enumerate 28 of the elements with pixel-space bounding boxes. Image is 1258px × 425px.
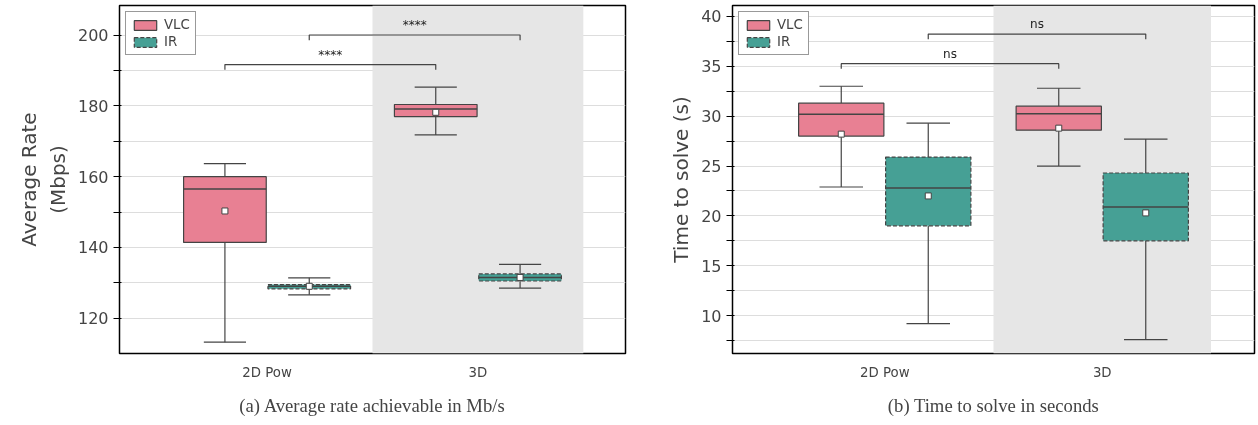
y-tick-label: 10 [701,306,722,326]
y-axis-title: Average Rate (Mbps) [17,112,70,247]
legend-label: IR [777,34,792,49]
y-tick-label: 35 [701,57,722,77]
y-tick-label: 40 [701,7,722,27]
y-tick-label: 160 [77,167,109,187]
legend-label: VLC [777,17,803,32]
y-tick-label: 120 [77,309,109,329]
y-tick-label: 25 [701,157,722,177]
y-tick-label: 200 [77,26,109,46]
legend-label: IR [164,34,179,49]
x-tick-label: 2D Pow [859,364,910,380]
x-tick-label: 3D [468,364,488,380]
y-tick-label: 140 [77,238,109,258]
annotation: **** [318,47,343,62]
annotation: ns [1030,17,1044,32]
y-tick-label: 180 [77,96,109,116]
annotation: **** [402,18,427,33]
legend-label: VLC [164,17,190,32]
y-tick-label: 30 [701,107,722,127]
y-tick-label: 15 [701,256,722,276]
text: (b) Time to solve in seconds [887,394,1099,417]
x-tick-label: 2D Pow [242,364,292,380]
y-tick-label: 20 [701,206,722,226]
y-axis-title: Time to solve (s) [669,96,694,264]
x-tick-label: 3D [1092,364,1112,380]
annotation: ns [943,46,957,61]
text: (a) Average rate achievable in Mb/s [239,394,505,417]
